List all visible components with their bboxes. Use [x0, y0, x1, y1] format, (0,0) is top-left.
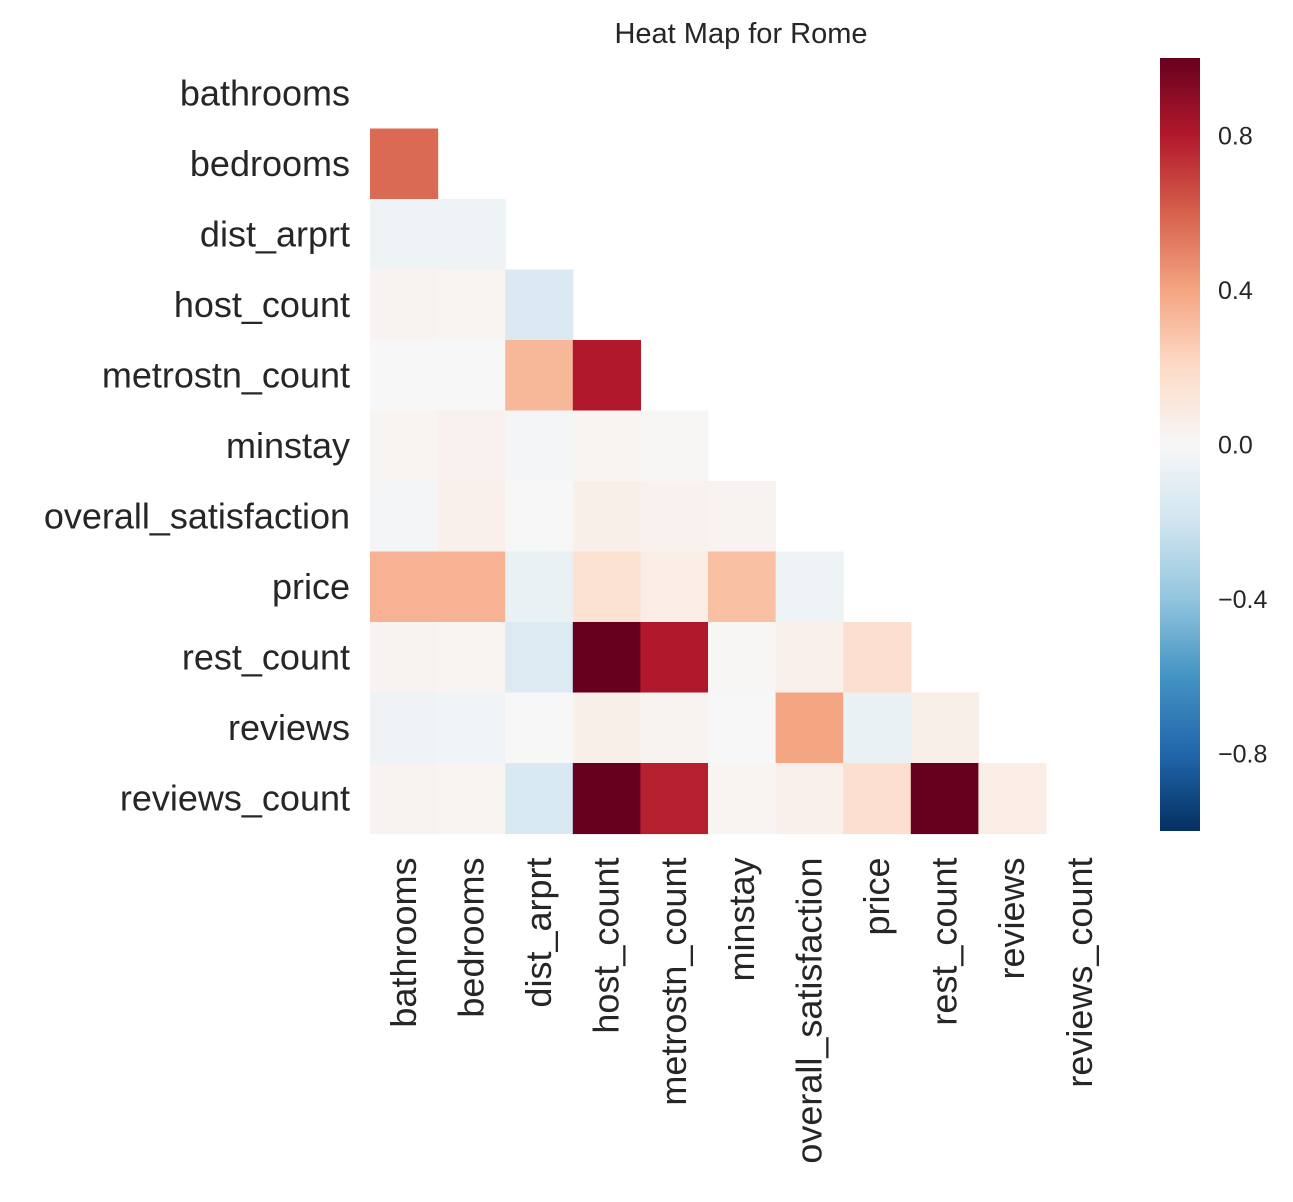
- heatmap-cell: [843, 692, 912, 764]
- heatmap-cell: [640, 481, 709, 553]
- heatmap-cell: [505, 340, 574, 412]
- x-tick-label: metrostn_count: [653, 858, 694, 1106]
- heatmap-cell: [505, 269, 574, 341]
- colorbar-tick-label: 0.0: [1218, 432, 1253, 460]
- x-tick-label: price: [856, 858, 897, 936]
- heatmap-cells: [370, 128, 1047, 835]
- heatmap-cell: [572, 763, 641, 835]
- heatmap-cell: [910, 763, 979, 835]
- heatmap-cell: [505, 481, 574, 553]
- heatmap-cell: [775, 551, 844, 623]
- heatmap-cell: [370, 340, 439, 412]
- x-tick-label: host_count: [586, 858, 627, 1034]
- x-tick-label: reviews: [991, 858, 1032, 980]
- heatmap-cell: [437, 269, 506, 341]
- x-tick-label: overall_satisfaction: [788, 858, 829, 1164]
- y-tick-label: rest_count: [182, 636, 350, 677]
- heatmap-cell: [370, 622, 439, 694]
- colorbar-tick-label: 0.8: [1218, 122, 1253, 150]
- heatmap-cell: [437, 551, 506, 623]
- colorbar-ticks: −0.8 −0.4 0.0 0.4 0.8: [1218, 122, 1267, 768]
- heatmap-cell: [708, 481, 777, 553]
- heatmap-cell: [505, 410, 574, 482]
- heatmap-cell: [572, 622, 641, 694]
- heatmap-cell: [640, 410, 709, 482]
- heatmap-cell: [370, 269, 439, 341]
- y-tick-label: price: [272, 566, 350, 607]
- chart-title: Heat Map for Rome: [614, 18, 867, 50]
- heatmap-cell: [505, 551, 574, 623]
- colorbar: −0.8 −0.4 0.0 0.4 0.8: [1160, 58, 1267, 831]
- heatmap-cell: [370, 481, 439, 553]
- y-tick-label: bathrooms: [180, 72, 350, 113]
- heatmap-cell: [505, 692, 574, 764]
- y-tick-label: minstay: [226, 425, 350, 466]
- heatmap-cell: [910, 692, 979, 764]
- heatmap-cell: [370, 551, 439, 623]
- heatmap-cell: [437, 199, 506, 271]
- heatmap-cell: [708, 763, 777, 835]
- heatmap-cell: [370, 763, 439, 835]
- heatmap-cell: [370, 199, 439, 271]
- x-tick-label: rest_count: [924, 858, 965, 1026]
- heatmap-cell: [775, 622, 844, 694]
- colorbar-tick-label: −0.4: [1218, 586, 1267, 614]
- heatmap-cell: [708, 622, 777, 694]
- heatmap-cell: [370, 128, 439, 200]
- heatmap-cell: [640, 692, 709, 764]
- heatmap-cell: [775, 763, 844, 835]
- x-tick-label: minstay: [721, 858, 762, 982]
- y-tick-label: overall_satisfaction: [44, 495, 350, 536]
- heatmap-cell: [437, 692, 506, 764]
- heatmap-cell: [572, 410, 641, 482]
- heatmap-cell: [437, 763, 506, 835]
- heatmap-cell: [708, 551, 777, 623]
- heatmap-cell: [843, 763, 912, 835]
- colorbar-gradient: [1160, 58, 1200, 831]
- heatmap-cell: [437, 340, 506, 412]
- heatmap-cell: [708, 692, 777, 764]
- heatmap-cell: [640, 622, 709, 694]
- x-tick-label: reviews_count: [1059, 858, 1100, 1088]
- heatmap-cell: [572, 481, 641, 553]
- y-axis-labels: bathrooms bedrooms dist_arprt host_countmet…: [44, 72, 350, 818]
- heatmap-cell: [775, 692, 844, 764]
- heatmap-cell: [572, 551, 641, 623]
- y-tick-label: host_count: [174, 284, 350, 325]
- y-tick-label: reviews: [228, 707, 350, 748]
- heatmap-cell: [370, 410, 439, 482]
- heatmap-cell: [437, 481, 506, 553]
- x-tick-label: bathrooms: [383, 858, 424, 1028]
- heatmap-cell: [978, 763, 1047, 835]
- colorbar-tick-label: 0.4: [1218, 277, 1253, 305]
- heatmap-cell: [437, 410, 506, 482]
- x-tick-label: dist_arprt: [518, 858, 559, 1008]
- heatmap-cell: [572, 340, 641, 412]
- y-tick-label: dist_arprt: [200, 213, 350, 254]
- y-tick-label: metrostn_count: [102, 354, 350, 395]
- heatmap-cell: [437, 622, 506, 694]
- x-tick-label: bedrooms: [450, 858, 491, 1018]
- heatmap-cell: [640, 763, 709, 835]
- heatmap-cell: [505, 763, 574, 835]
- heatmap-cell: [640, 551, 709, 623]
- heatmap-cell: [370, 692, 439, 764]
- heatmap-cell: [843, 622, 912, 694]
- x-axis-labels: bathrooms bedrooms dist_arprt host_count met…: [383, 858, 1100, 1164]
- heatmap-cell: [572, 692, 641, 764]
- colorbar-tick-label: −0.8: [1218, 741, 1267, 769]
- heatmap-cell: [505, 622, 574, 694]
- y-tick-label: reviews_count: [120, 777, 350, 818]
- y-tick-label: bedrooms: [190, 143, 350, 184]
